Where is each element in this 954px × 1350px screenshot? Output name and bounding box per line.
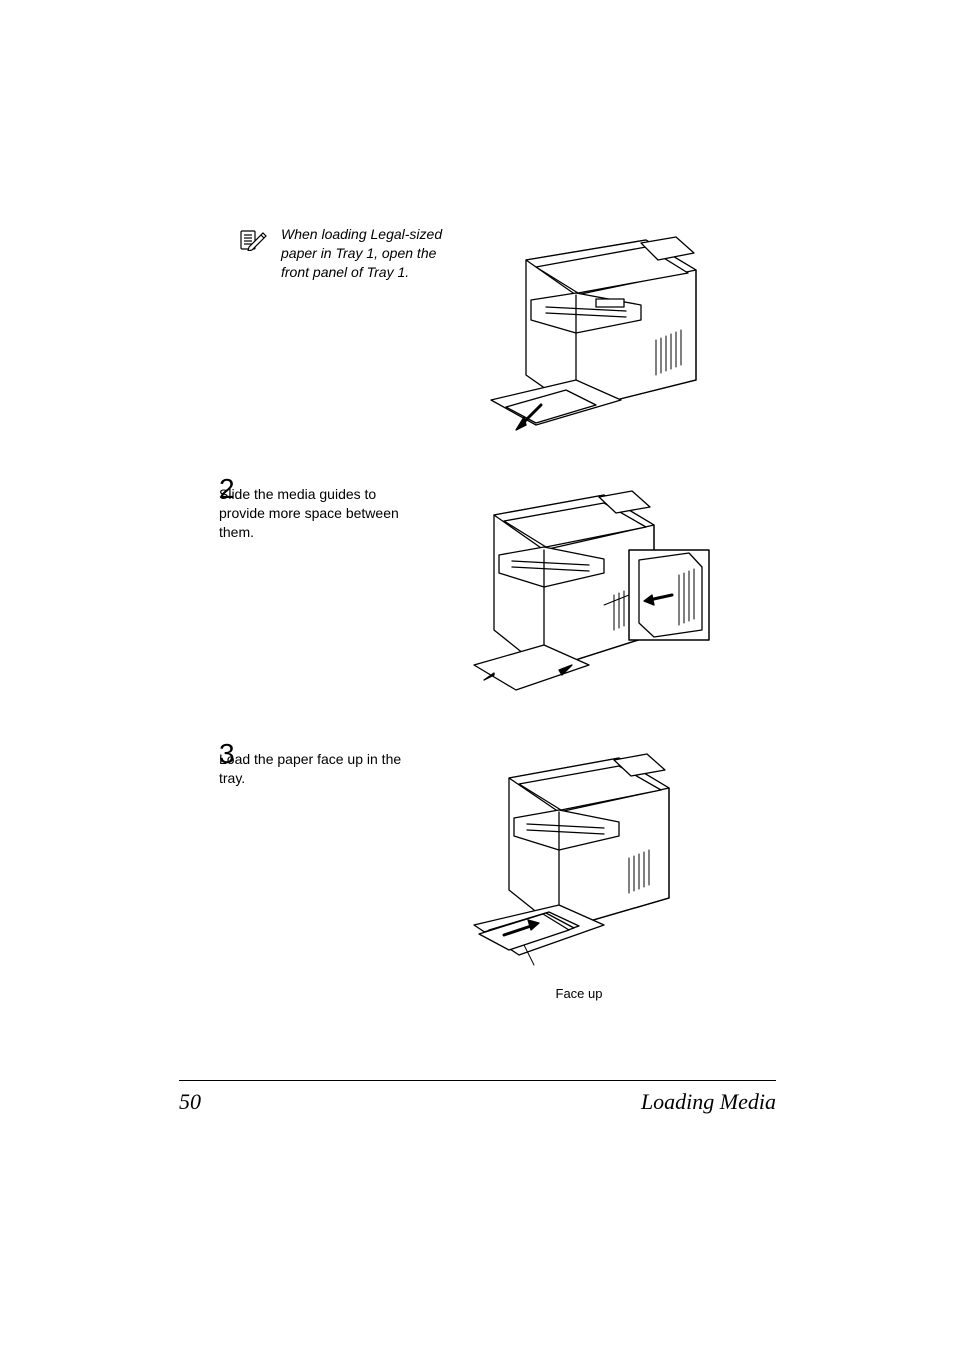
- page-footer: 50 Loading Media: [179, 1080, 776, 1115]
- illustration-step-3: Face up: [454, 740, 704, 1001]
- note-icon: [239, 229, 269, 256]
- step-number: 3: [179, 740, 219, 768]
- illustration-caption: Face up: [556, 986, 603, 1001]
- illustration-step-2: [454, 475, 714, 700]
- step-number: 2: [179, 475, 219, 503]
- step-text: Slide the media guides to provide more s…: [219, 475, 424, 542]
- illustration-note: [466, 225, 706, 445]
- step-2: 2 Slide the media guides to provide more…: [179, 475, 776, 700]
- page-content: When loading Legal-sized paper in Tray 1…: [179, 225, 776, 1115]
- step-text: Load the paper face up in the tray.: [219, 740, 424, 788]
- note-block: When loading Legal-sized paper in Tray 1…: [179, 225, 776, 445]
- step-3: 3 Load the paper face up in the tray.: [179, 740, 776, 1001]
- footer-title: Loading Media: [641, 1089, 776, 1115]
- page-number: 50: [179, 1089, 201, 1115]
- note-text: When loading Legal-sized paper in Tray 1…: [281, 225, 446, 282]
